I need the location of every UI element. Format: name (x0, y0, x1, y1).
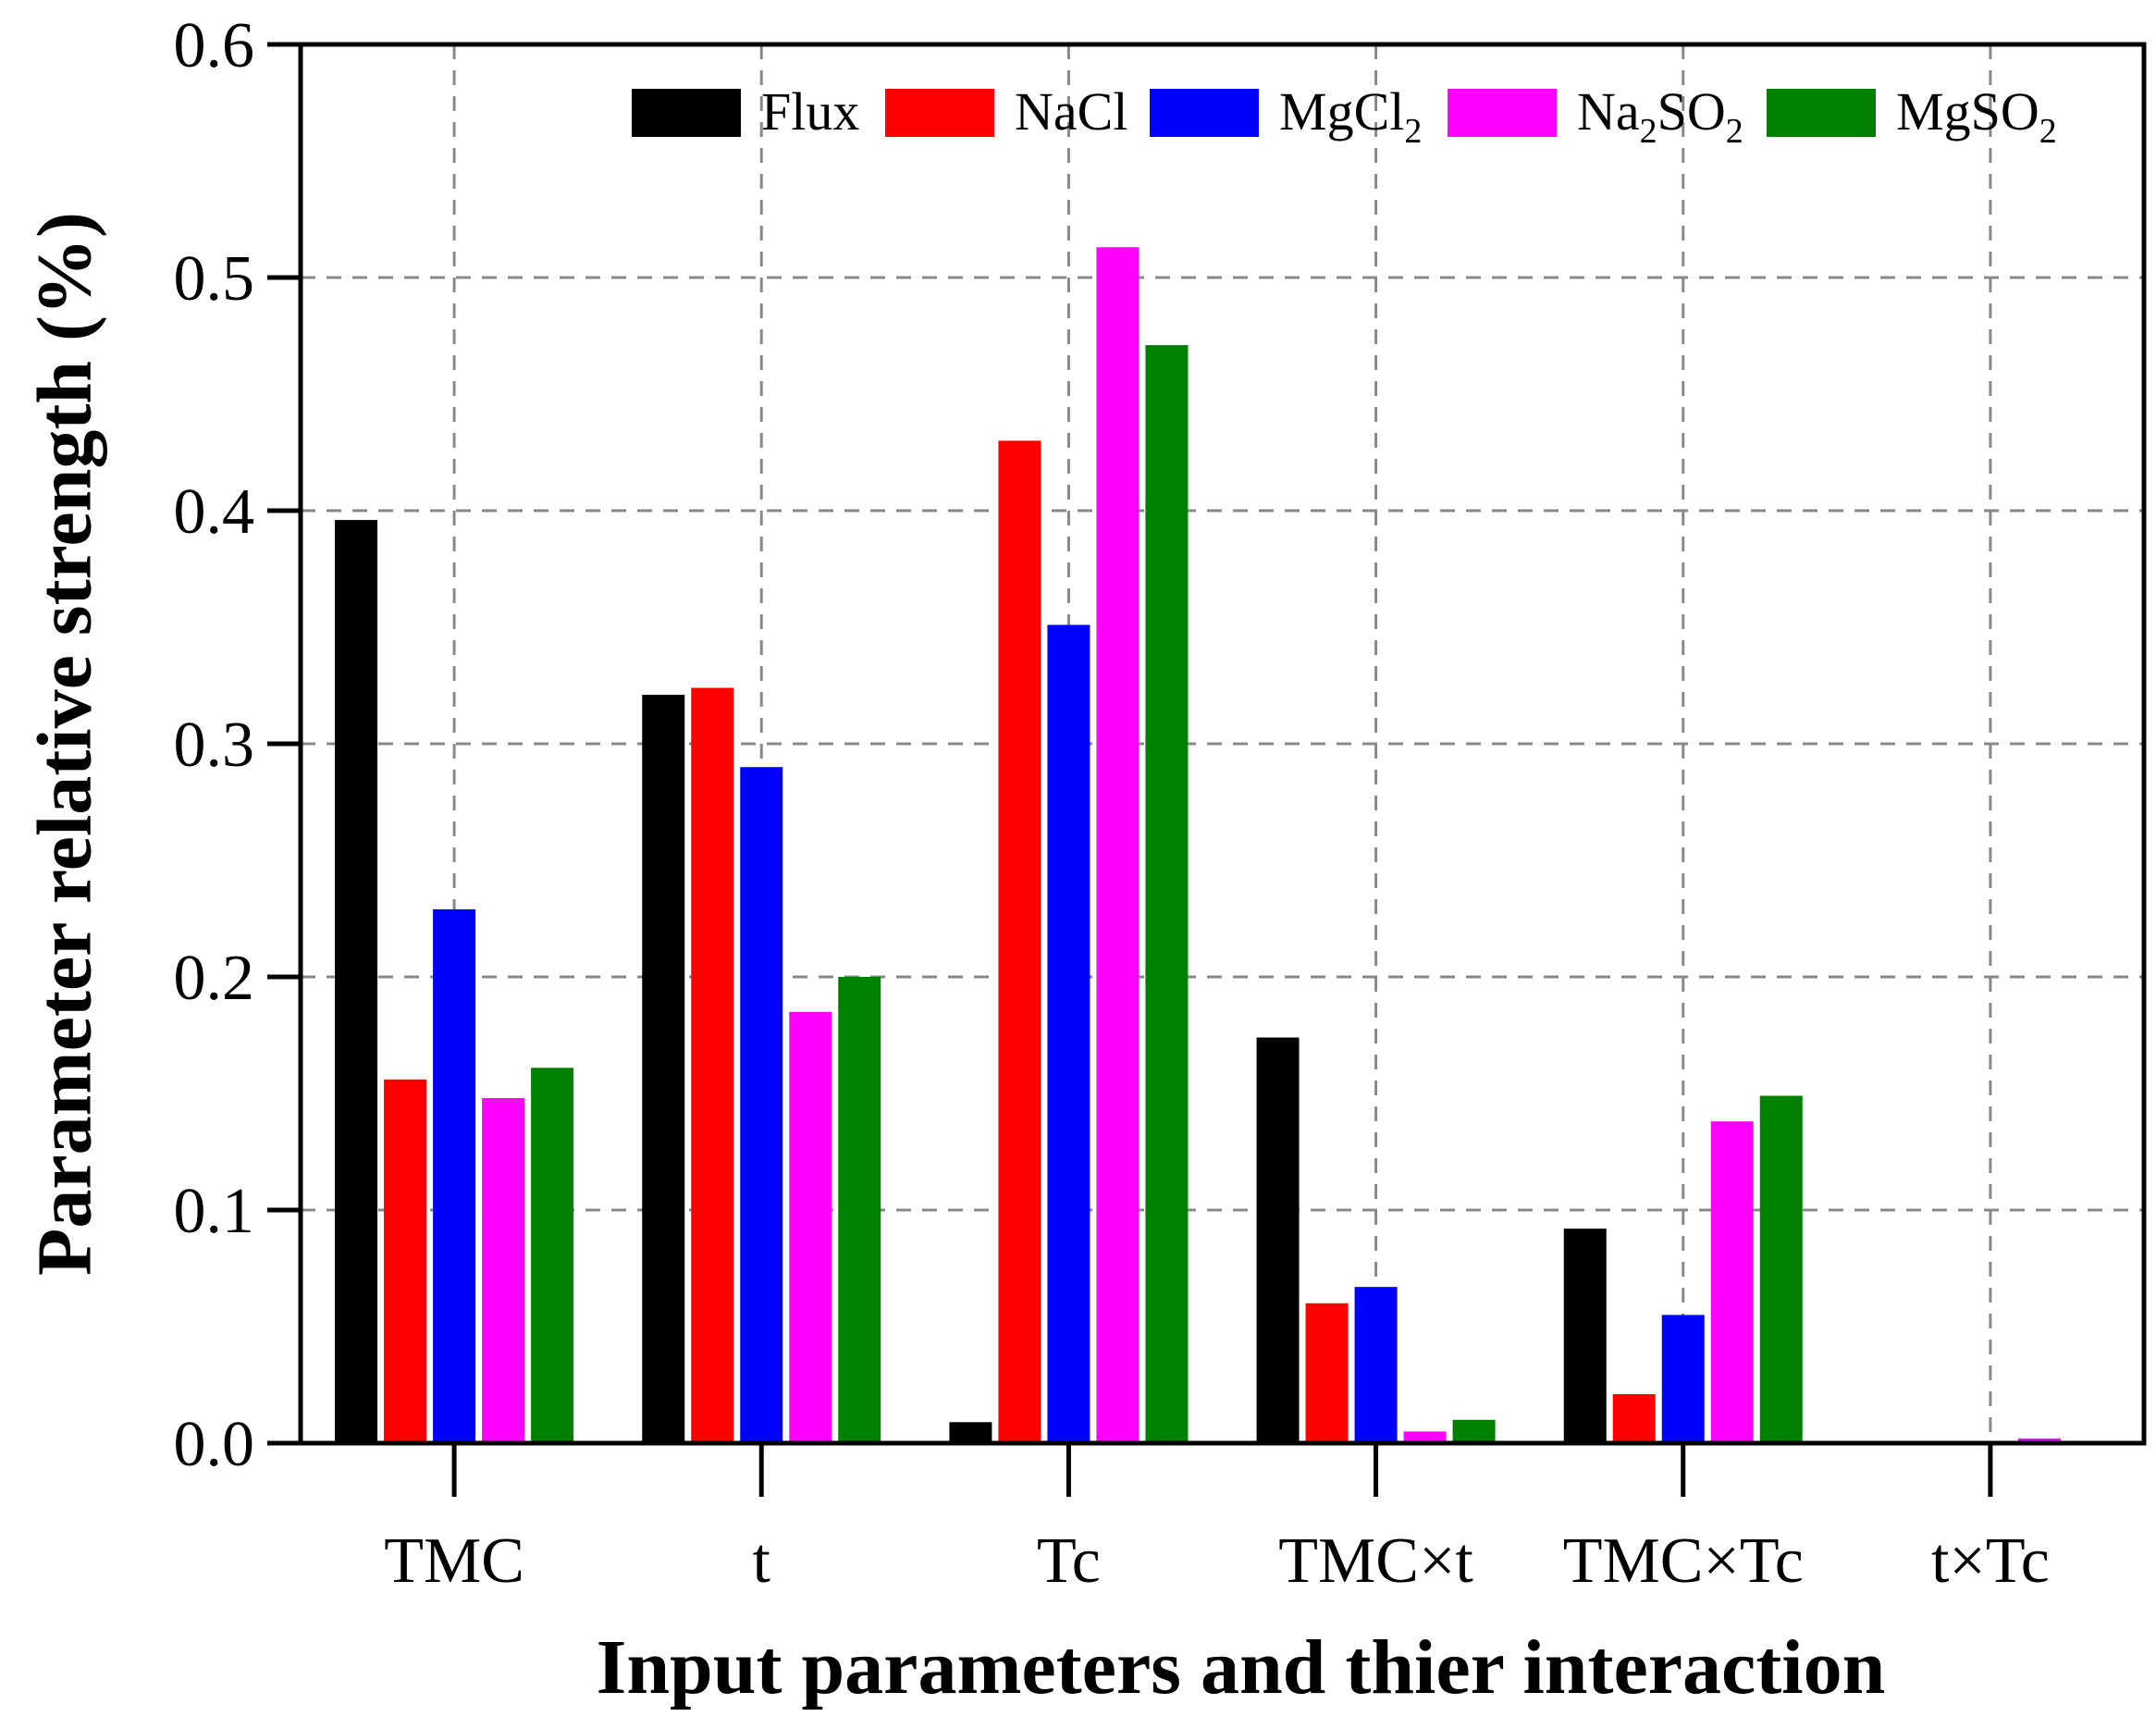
bar-flux-4 (1563, 1229, 1607, 1443)
y-tick-label: 0.1 (174, 1176, 255, 1247)
bar-mgcl2-0 (433, 908, 476, 1443)
legend-label-nacl: NaCl (1015, 81, 1127, 142)
bar-flux-3 (1256, 1037, 1300, 1443)
bar-flux-0 (335, 520, 378, 1443)
x-tick-label: TMC (384, 1525, 524, 1597)
bar-mgcl2-1 (740, 767, 783, 1443)
y-axis-title: Parameter relative strength (%) (21, 212, 107, 1276)
bars (335, 247, 2061, 1444)
x-axis: TMC t Tc TMC×t TMC×Tc t×Tc (384, 1443, 2050, 1597)
bar-mgcl2-2 (1047, 624, 1090, 1443)
bar-flux-1 (642, 695, 685, 1443)
y-tick-label: 0.0 (174, 1409, 255, 1480)
x-tick-label: TMC×Tc (1563, 1525, 1804, 1597)
legend-label-flux: Flux (761, 81, 859, 142)
legend-label-mgcl2: MgCl2 (1279, 81, 1422, 151)
bar-na2so2-3 (1403, 1431, 1447, 1443)
legend-swatch-na2so2 (1448, 89, 1557, 137)
y-tick-label: 0.4 (174, 476, 255, 548)
y-tick-label: 0.2 (174, 943, 255, 1014)
legend-swatch-mgso2 (1767, 89, 1876, 137)
legend-swatch-flux (632, 89, 741, 137)
x-tick-label: Tc (1037, 1525, 1101, 1597)
y-tick-label: 0.5 (174, 243, 255, 315)
legend-swatch-nacl (885, 89, 994, 137)
bar-nacl-4 (1612, 1394, 1656, 1443)
y-axis: 0.0 0.1 0.2 0.3 0.4 0.5 0.6 (174, 10, 301, 1480)
bar-nacl-1 (691, 687, 734, 1443)
bar-na2so2-2 (1096, 247, 1140, 1443)
legend: Flux NaCl MgCl2 Na2SO2 MgSO2 (632, 81, 2057, 151)
x-tick-label: t×Tc (1931, 1525, 2050, 1597)
bar-mgso2-2 (1145, 345, 1189, 1444)
bar-nacl-3 (1305, 1303, 1349, 1443)
bar-nacl-0 (384, 1079, 427, 1443)
y-tick-label: 0.3 (174, 710, 255, 781)
legend-label-na2so2: Na2SO2 (1577, 81, 1743, 151)
bar-mgso2-1 (838, 977, 881, 1443)
bar-na2so2-5 (2017, 1438, 2061, 1443)
legend-swatch-mgcl2 (1150, 89, 1259, 137)
bar-mgso2-4 (1759, 1095, 1803, 1443)
x-tick-label: t (753, 1525, 771, 1597)
bar-mgso2-0 (531, 1068, 574, 1443)
bar-na2so2-4 (1710, 1121, 1754, 1443)
y-tick-label: 0.6 (174, 10, 255, 81)
grid-lines (301, 44, 2144, 1443)
bar-mgso2-3 (1452, 1419, 1496, 1443)
bar-na2so2-1 (789, 1011, 832, 1443)
bar-mgcl2-4 (1661, 1315, 1705, 1443)
bar-flux-2 (949, 1422, 992, 1443)
x-axis-title: Input parameters and thier interaction (597, 1624, 1886, 1710)
bar-na2so2-0 (482, 1098, 525, 1443)
x-tick-label: TMC×t (1278, 1525, 1473, 1597)
bar-nacl-2 (998, 440, 1041, 1443)
bar-mgcl2-3 (1354, 1287, 1398, 1443)
legend-label-mgso2: MgSO2 (1896, 81, 2057, 151)
